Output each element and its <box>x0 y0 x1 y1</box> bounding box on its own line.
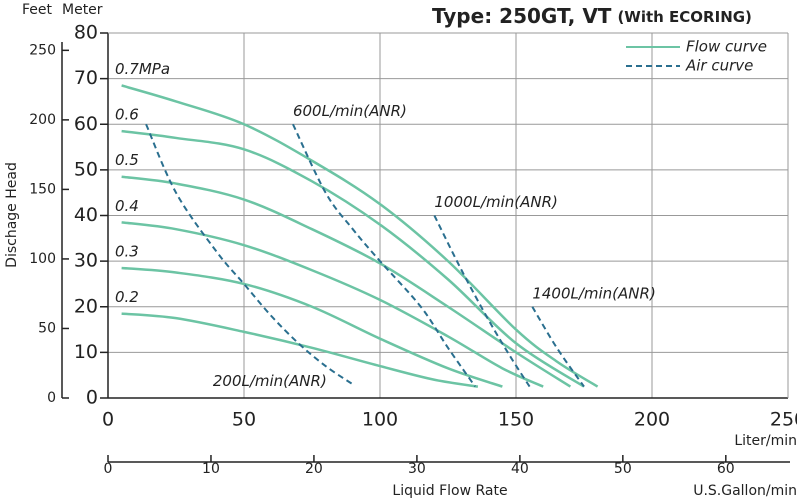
subtitle: (With ECORING) <box>617 8 751 26</box>
legend-label: Flow curve <box>686 38 767 56</box>
x2-tick-label: 30 <box>408 461 426 477</box>
series-label: 0.2 <box>115 288 139 306</box>
y2-tick-label: 250 <box>29 42 56 58</box>
series-label: 0.7MPa <box>115 60 170 78</box>
air-curve <box>292 123 477 388</box>
flow-curve <box>121 266 503 388</box>
x2-tick-label: 0 <box>104 461 113 477</box>
flow-curve <box>121 312 479 388</box>
y2-tick-label: 150 <box>29 181 56 197</box>
x-axis-label: Liquid Flow Rate <box>392 483 507 499</box>
series-label: 1400L/min(ANR) <box>532 284 655 302</box>
x2-tick-label: 60 <box>717 461 735 477</box>
x-tick-label: 0 <box>102 409 114 431</box>
y-tick-label: 80 <box>74 22 98 44</box>
series-label: 1000L/min(ANR) <box>434 193 557 211</box>
x-tick-label: 50 <box>232 409 256 431</box>
flow-curve <box>121 175 572 388</box>
y-tick-label: 40 <box>74 204 98 226</box>
flow-curve <box>121 221 544 388</box>
x2-tick-label: 20 <box>305 461 323 477</box>
x2-tick-label: 40 <box>511 461 529 477</box>
y2-tick-label: 200 <box>29 112 56 128</box>
y-tick-label: 60 <box>74 113 98 135</box>
air-curve <box>433 215 531 388</box>
y-tick-label: 10 <box>74 341 98 363</box>
y2-tick-label: 100 <box>29 251 56 267</box>
x-tick-label: 200 <box>634 409 670 431</box>
x2-unit: U.S.Gallon/min <box>693 483 797 499</box>
y-tick-label: 50 <box>74 158 98 180</box>
air-curve <box>145 123 354 386</box>
series-label: 200L/min(ANR) <box>213 372 327 390</box>
x-tick-label: 150 <box>498 409 534 431</box>
y-axis-label: Dischage Head <box>4 162 20 268</box>
flow-curve <box>121 129 585 388</box>
y-tick-label: 20 <box>74 295 98 317</box>
y2-unit: Feet <box>22 2 53 18</box>
air-curve <box>531 306 585 388</box>
title: Type: 250GT, VT <box>432 4 612 28</box>
x-unit: Liter/min <box>734 433 797 449</box>
x2-tick-label: 50 <box>614 461 632 477</box>
series-label: 600L/min(ANR) <box>293 102 407 120</box>
series-label: 0.3 <box>115 242 139 260</box>
series-label: 0.6 <box>115 106 139 124</box>
flow-curve <box>121 84 599 388</box>
y2-tick-label: 0 <box>47 390 56 406</box>
legend-label: Air curve <box>685 57 753 75</box>
series-label: 0.4 <box>115 197 139 215</box>
x2-tick-label: 10 <box>202 461 220 477</box>
x-tick-label: 250 <box>770 409 797 431</box>
y-tick-label: 0 <box>86 387 98 409</box>
series-label: 0.5 <box>115 151 139 169</box>
x-tick-label: 100 <box>362 409 398 431</box>
y-unit: Meter <box>62 2 103 18</box>
chart-title: Type: 250GT, VT (With ECORING) <box>432 4 752 28</box>
y-tick-label: 30 <box>74 250 98 272</box>
y-tick-label: 70 <box>74 67 98 89</box>
y2-tick-label: 50 <box>38 320 56 336</box>
